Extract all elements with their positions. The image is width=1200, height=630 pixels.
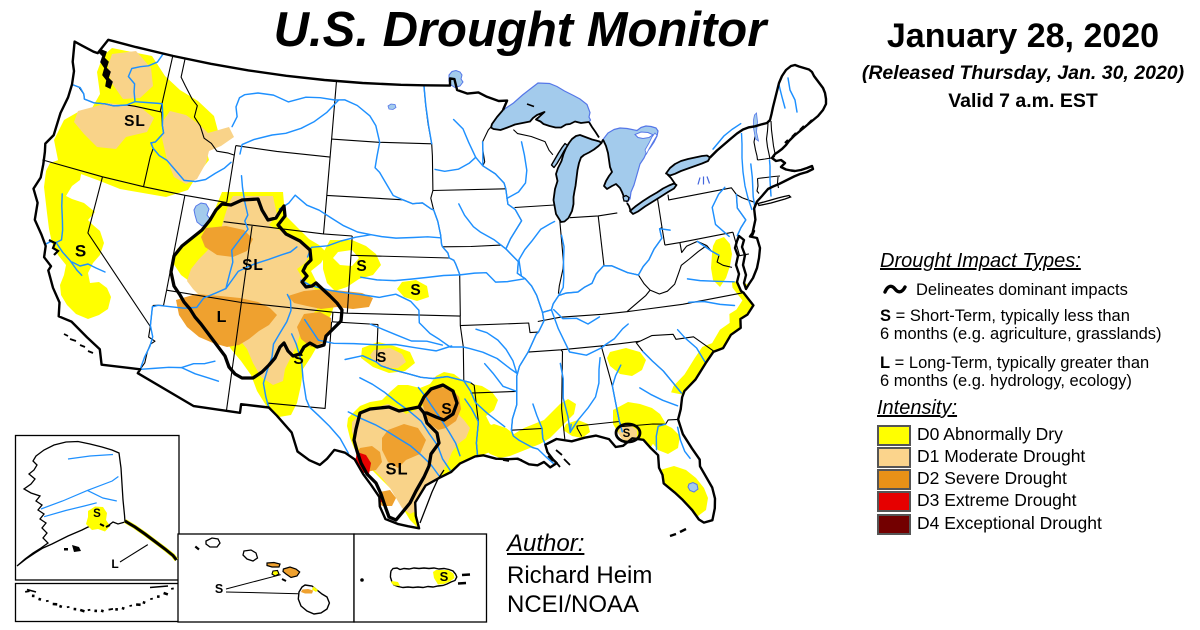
svg-text:S: S	[377, 350, 388, 366]
svg-text:S: S	[356, 258, 367, 275]
svg-text:S: S	[441, 401, 452, 418]
svg-text:SL: SL	[385, 460, 408, 478]
svg-text:S: S	[215, 582, 223, 596]
svg-text:S: S	[410, 282, 421, 299]
svg-text:L: L	[217, 309, 228, 326]
svg-text:S: S	[623, 428, 632, 440]
svg-text:SL: SL	[242, 257, 264, 274]
svg-text:L: L	[111, 557, 118, 571]
svg-text:S: S	[293, 351, 304, 368]
svg-text:S: S	[93, 508, 101, 520]
svg-text:S: S	[75, 241, 87, 260]
svg-text:S: S	[440, 569, 449, 584]
svg-text:SL: SL	[124, 113, 146, 130]
